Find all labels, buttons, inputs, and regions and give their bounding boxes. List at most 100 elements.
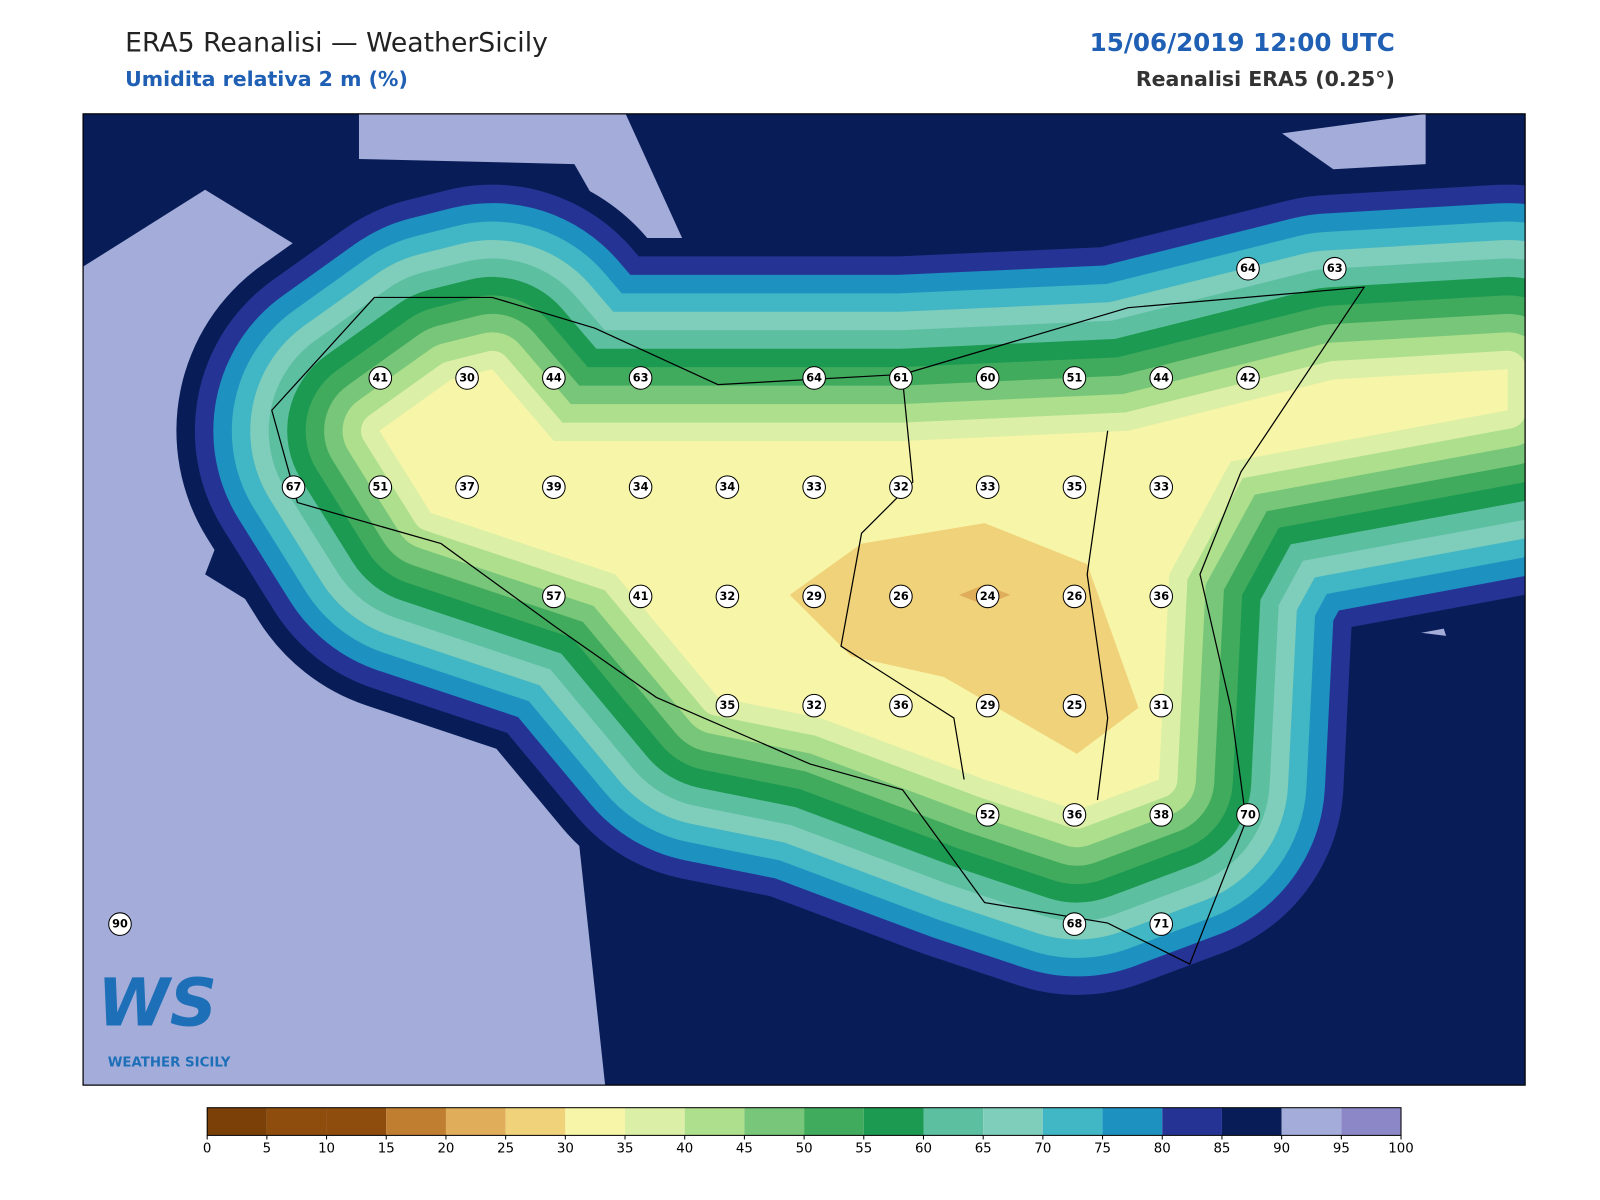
station-value: 60 xyxy=(980,371,996,384)
station-value: 41 xyxy=(372,371,388,384)
colorbar-band xyxy=(1102,1107,1163,1136)
station-marker xyxy=(1062,693,1087,718)
humidity-band xyxy=(789,523,1139,754)
colorbar-tick-label: 50 xyxy=(796,1142,813,1157)
colorbar-tick-label: 20 xyxy=(437,1142,454,1157)
station-value: 24 xyxy=(980,590,996,603)
station-value: 68 xyxy=(1067,918,1083,931)
colorbar-band xyxy=(1221,1107,1282,1136)
station-marker xyxy=(1322,256,1347,281)
colorbar-tick-label: 15 xyxy=(378,1142,395,1157)
title: ERA5 Reanalisi — WeatherSicily xyxy=(125,28,548,59)
humidity-bands xyxy=(176,166,1526,1014)
logo-sub: WEATHER SICILY xyxy=(108,1056,231,1071)
station-marker xyxy=(542,584,566,609)
station-value: 32 xyxy=(720,590,736,603)
colorbar-band xyxy=(1162,1107,1222,1136)
station-marker xyxy=(1062,584,1087,609)
colorbar-tick-label: 90 xyxy=(1273,1142,1290,1157)
colorbar-band xyxy=(386,1107,446,1136)
station-value: 51 xyxy=(1067,371,1083,384)
station-marker xyxy=(1236,803,1260,827)
colorbar-tick-label: 45 xyxy=(736,1142,753,1157)
station-value: 25 xyxy=(1067,699,1083,712)
station-value: 39 xyxy=(546,481,562,494)
station-value: 29 xyxy=(806,590,822,603)
colorbar-band xyxy=(1341,1107,1402,1136)
colorbar-tick-label: 100 xyxy=(1388,1142,1413,1157)
station-value: 33 xyxy=(806,481,822,494)
station-marker xyxy=(1149,475,1174,499)
station-value: 71 xyxy=(1153,918,1169,931)
station-value: 38 xyxy=(1153,808,1169,821)
colorbar-band xyxy=(863,1107,924,1136)
station-value: 90 xyxy=(112,918,128,931)
station-marker xyxy=(455,475,479,499)
colorbar-band xyxy=(266,1107,327,1136)
station-marker xyxy=(715,693,740,718)
station-marker xyxy=(1149,584,1174,609)
station-value: 36 xyxy=(893,699,909,712)
station-value: 37 xyxy=(459,481,475,494)
colorbar-tick-label: 80 xyxy=(1154,1142,1171,1157)
station-value: 44 xyxy=(546,371,562,384)
colorbar-band xyxy=(207,1107,267,1136)
station-value: 63 xyxy=(633,371,649,384)
logo-main: WS xyxy=(97,966,217,1042)
source: Reanalisi ERA5 (0.25°) xyxy=(1136,67,1395,91)
station-marker xyxy=(715,584,740,609)
station-value: 26 xyxy=(893,590,909,603)
station-value: 64 xyxy=(1240,262,1256,275)
colorbar-band xyxy=(804,1107,864,1136)
station-value: 26 xyxy=(1067,590,1083,603)
station-value: 30 xyxy=(459,371,475,384)
station-value: 42 xyxy=(1240,371,1256,384)
station-value: 32 xyxy=(893,481,909,494)
station-value: 31 xyxy=(1153,699,1169,712)
station-value: 51 xyxy=(372,481,388,494)
station-marker xyxy=(975,693,1000,718)
colorbar-tick-label: 55 xyxy=(855,1142,872,1157)
logo: WS WEATHER SICILY xyxy=(97,966,230,1071)
colorbar-tick-label: 75 xyxy=(1094,1142,1111,1157)
station-marker xyxy=(975,366,1000,390)
station-marker xyxy=(802,366,826,390)
station-marker xyxy=(975,475,1000,499)
colorbar-tick-label: 0 xyxy=(203,1142,211,1157)
station-value: 34 xyxy=(633,481,649,494)
station-value: 35 xyxy=(1067,481,1083,494)
datetime: 15/06/2019 12:00 UTC xyxy=(1090,28,1395,57)
station-marker xyxy=(628,475,653,499)
colorbar-band xyxy=(505,1107,566,1136)
colorbar-band xyxy=(565,1107,626,1136)
colorbar-tick-label: 85 xyxy=(1213,1142,1230,1157)
station-value: 70 xyxy=(1240,808,1256,821)
colorbar-tick-label: 60 xyxy=(915,1142,932,1157)
station-marker xyxy=(1149,693,1174,718)
station-value: 67 xyxy=(286,481,302,494)
station-marker xyxy=(368,366,393,390)
station-marker xyxy=(975,584,1000,609)
station-marker xyxy=(715,475,740,499)
colorbar-band xyxy=(445,1107,506,1136)
station-marker xyxy=(455,366,479,390)
colorbar-band xyxy=(923,1107,984,1136)
station-marker xyxy=(542,366,566,390)
station-marker xyxy=(1149,912,1174,936)
station-marker xyxy=(628,584,653,609)
colorbar-band xyxy=(983,1107,1043,1136)
station-marker xyxy=(1149,803,1174,827)
station-value: 35 xyxy=(720,699,736,712)
station-marker xyxy=(368,475,393,499)
station-value: 52 xyxy=(980,808,996,821)
station-marker xyxy=(108,912,132,936)
station-value: 33 xyxy=(1153,481,1169,494)
station-value: 61 xyxy=(893,371,909,384)
station-marker xyxy=(802,693,826,718)
station-marker xyxy=(1236,256,1260,281)
station-marker xyxy=(889,475,913,499)
station-value: 32 xyxy=(806,699,822,712)
colorbar: 0 5 10 15 20 25 30 35 40 45 50 55 60 65 70 75 80 85 90 95 10… xyxy=(203,1107,1414,1157)
